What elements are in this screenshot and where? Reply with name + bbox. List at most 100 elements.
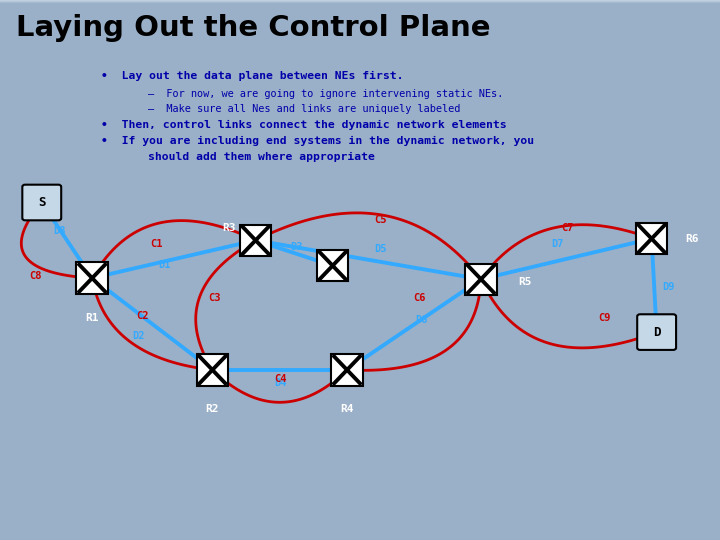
Bar bbox=[0, 4, 720, 9]
Bar bbox=[0, 4, 720, 9]
Bar bbox=[0, 2, 720, 6]
Bar bbox=[0, 1, 720, 6]
Bar bbox=[0, 4, 720, 9]
Bar bbox=[0, 4, 720, 9]
Bar bbox=[0, 4, 720, 9]
Bar bbox=[0, 1, 720, 6]
Text: S: S bbox=[38, 196, 45, 209]
Bar bbox=[0, 0, 720, 5]
Text: D6: D6 bbox=[415, 315, 428, 325]
Bar bbox=[0, 1, 720, 5]
Bar bbox=[0, 3, 720, 8]
Text: D4: D4 bbox=[274, 378, 287, 388]
Text: C9: C9 bbox=[598, 313, 611, 322]
Bar bbox=[0, 2, 720, 6]
Bar bbox=[0, 4, 720, 8]
Text: R6: R6 bbox=[685, 234, 699, 244]
Text: C6: C6 bbox=[413, 293, 426, 303]
Bar bbox=[0, 4, 720, 9]
Bar bbox=[0, 2, 720, 6]
Bar bbox=[0, 1, 720, 5]
Bar bbox=[0, 3, 720, 8]
Bar bbox=[0, 0, 720, 5]
Bar bbox=[0, 1, 720, 5]
Bar bbox=[0, 3, 720, 8]
Bar bbox=[197, 354, 228, 386]
Bar bbox=[0, 4, 720, 9]
Bar bbox=[0, 2, 720, 6]
Bar bbox=[0, 4, 720, 8]
Bar bbox=[0, 3, 720, 8]
Bar bbox=[0, 1, 720, 5]
Bar bbox=[0, 4, 720, 9]
Bar bbox=[0, 1, 720, 5]
Text: C3: C3 bbox=[208, 293, 221, 303]
Text: C8: C8 bbox=[30, 272, 42, 281]
Bar bbox=[0, 2, 720, 6]
Text: D7: D7 bbox=[552, 239, 564, 249]
Bar bbox=[0, 1, 720, 5]
Bar bbox=[0, 4, 720, 9]
Bar bbox=[0, 4, 720, 8]
Bar bbox=[0, 3, 720, 7]
Bar bbox=[0, 2, 720, 6]
Text: R2: R2 bbox=[206, 404, 219, 414]
Bar bbox=[240, 225, 271, 256]
Bar bbox=[0, 4, 720, 8]
Bar bbox=[0, 3, 720, 8]
Bar bbox=[0, 4, 720, 8]
Bar bbox=[0, 1, 720, 5]
Bar bbox=[0, 1, 720, 6]
Text: R5: R5 bbox=[518, 277, 532, 287]
Bar bbox=[0, 2, 720, 6]
Bar bbox=[0, 2, 720, 6]
Text: D8: D8 bbox=[53, 226, 66, 236]
Bar bbox=[0, 1, 720, 5]
Bar bbox=[0, 0, 720, 5]
Bar bbox=[0, 3, 720, 8]
Bar bbox=[0, 3, 720, 8]
Bar bbox=[0, 3, 720, 8]
Text: R3: R3 bbox=[222, 223, 235, 233]
Bar bbox=[0, 2, 720, 6]
Bar bbox=[0, 4, 720, 9]
Bar bbox=[0, 1, 720, 5]
Bar bbox=[0, 1, 720, 6]
Bar bbox=[76, 262, 108, 294]
FancyBboxPatch shape bbox=[22, 185, 61, 220]
Bar bbox=[0, 3, 720, 8]
Bar bbox=[0, 1, 720, 5]
Bar bbox=[0, 3, 720, 7]
Bar bbox=[0, 4, 720, 8]
Bar bbox=[0, 4, 720, 8]
Bar bbox=[0, 3, 720, 8]
Bar bbox=[0, 1, 720, 5]
Bar bbox=[0, 1, 720, 5]
Bar bbox=[0, 2, 720, 7]
Bar bbox=[0, 3, 720, 7]
Bar bbox=[0, 4, 720, 9]
Bar bbox=[0, 3, 720, 8]
Bar bbox=[0, 0, 720, 5]
Bar bbox=[0, 3, 720, 7]
Text: C4: C4 bbox=[274, 374, 287, 384]
Bar bbox=[0, 3, 720, 8]
Bar bbox=[0, 4, 720, 9]
Bar bbox=[0, 2, 720, 7]
Bar bbox=[0, 2, 720, 6]
Bar bbox=[0, 1, 720, 5]
Bar bbox=[0, 1, 720, 5]
Bar bbox=[0, 1, 720, 5]
Text: •  If you are including end systems in the dynamic network, you: • If you are including end systems in th… bbox=[101, 136, 534, 146]
Bar bbox=[0, 2, 720, 6]
Text: D2: D2 bbox=[132, 331, 145, 341]
Bar bbox=[0, 1, 720, 5]
Bar bbox=[0, 0, 720, 4]
Bar bbox=[0, 3, 720, 8]
Bar bbox=[0, 2, 720, 7]
Bar bbox=[0, 2, 720, 6]
Text: C2: C2 bbox=[136, 311, 149, 321]
Bar bbox=[0, 3, 720, 8]
Bar bbox=[0, 2, 720, 6]
Text: D3: D3 bbox=[290, 242, 303, 252]
